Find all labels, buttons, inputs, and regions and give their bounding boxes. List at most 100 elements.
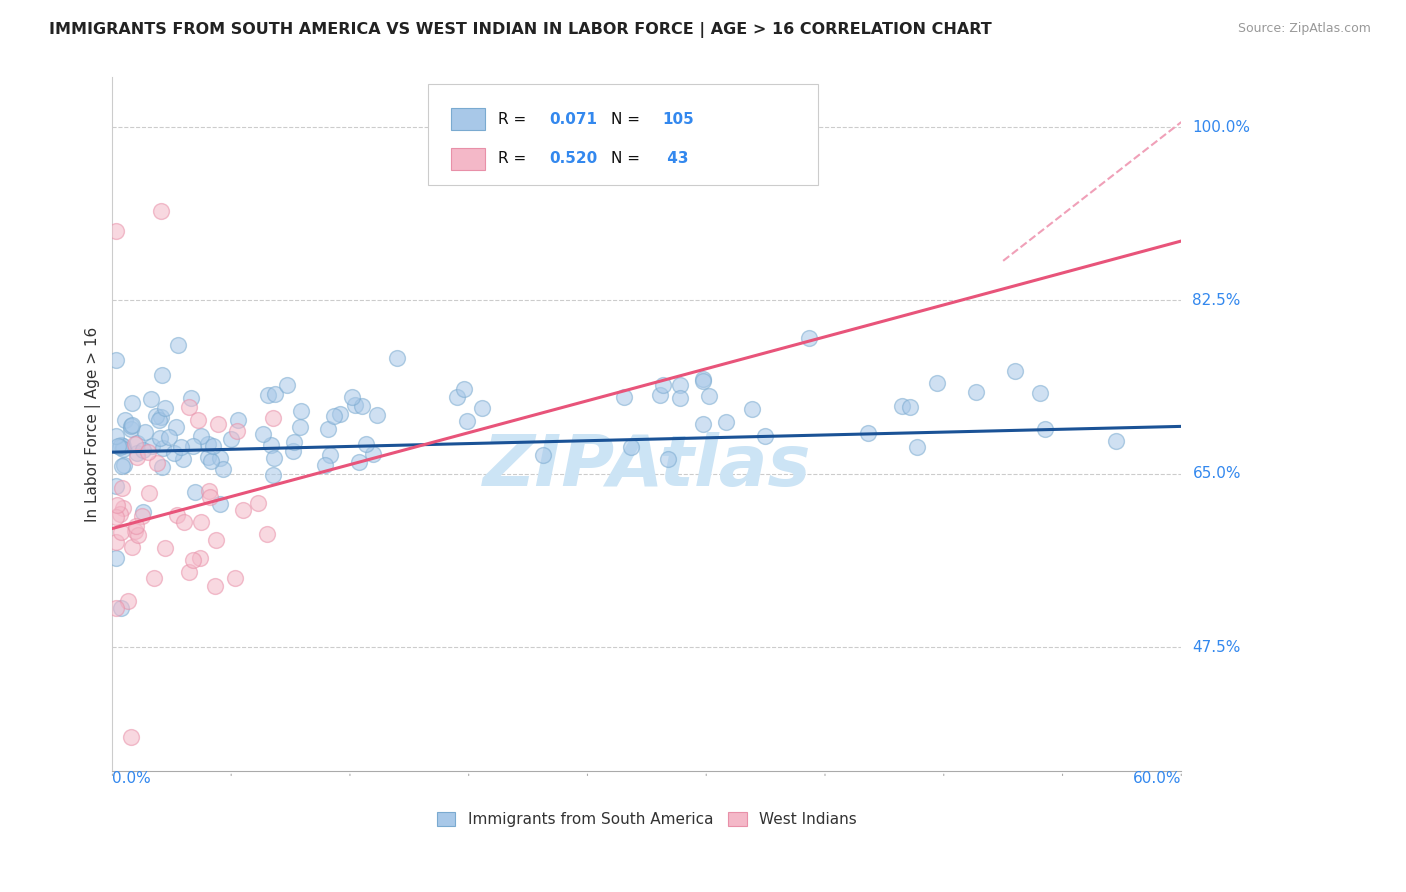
Point [105, 429, 128, 443]
Text: N =: N = [610, 152, 644, 167]
Point [139, 392, 162, 406]
Point [127, 446, 149, 460]
Point [342, 390, 364, 404]
Point [112, 442, 135, 456]
FancyBboxPatch shape [427, 85, 818, 185]
Point [246, 496, 269, 510]
Point [669, 391, 692, 405]
Point [965, 385, 987, 400]
Text: 100.0%: 100.0% [1192, 120, 1250, 135]
Point [197, 450, 219, 465]
Point [110, 525, 132, 540]
Point [125, 519, 148, 533]
Point [121, 540, 143, 554]
Point [257, 388, 280, 402]
Text: 0.071: 0.071 [550, 112, 598, 127]
Point [142, 571, 165, 585]
Point [260, 438, 283, 452]
Point [190, 515, 212, 529]
Point [110, 440, 132, 454]
Point [657, 451, 679, 466]
Point [104, 478, 127, 492]
Point [905, 441, 928, 455]
Point [152, 442, 174, 456]
Point [141, 439, 163, 453]
Point [361, 447, 384, 461]
Point [131, 509, 153, 524]
Text: 105: 105 [662, 112, 693, 127]
Point [110, 600, 132, 615]
Point [112, 458, 135, 472]
Point [153, 541, 176, 555]
Point [112, 439, 135, 453]
Point [366, 408, 388, 422]
Point [209, 450, 232, 465]
Point [263, 450, 285, 465]
Point [716, 415, 738, 429]
Point [232, 502, 254, 516]
Point [104, 601, 127, 615]
Legend: Immigrants from South America, West Indians: Immigrants from South America, West Indi… [430, 805, 863, 833]
Point [288, 420, 311, 434]
Text: 82.5%: 82.5% [1192, 293, 1240, 308]
Point [319, 448, 342, 462]
Point [856, 425, 879, 440]
Point [385, 351, 408, 366]
Point [166, 508, 188, 523]
Point [256, 526, 278, 541]
Point [471, 401, 494, 416]
Point [208, 497, 231, 511]
Point [136, 445, 159, 459]
Point [697, 389, 720, 403]
Point [163, 446, 186, 460]
Point [453, 383, 475, 397]
Point [692, 374, 714, 388]
Point [205, 533, 228, 548]
Point [1105, 434, 1128, 448]
Point [125, 436, 148, 450]
Text: 47.5%: 47.5% [1192, 640, 1240, 655]
Y-axis label: In Labor Force | Age > 16: In Labor Force | Age > 16 [86, 326, 101, 522]
Point [200, 490, 222, 504]
Point [290, 404, 312, 418]
Point [262, 467, 284, 482]
Point [344, 398, 367, 412]
Point [754, 429, 776, 443]
Text: 0.0%: 0.0% [112, 772, 152, 787]
Point [350, 399, 373, 413]
Point [172, 451, 194, 466]
Point [104, 353, 127, 368]
Point [107, 439, 129, 453]
Point [183, 439, 205, 453]
Point [121, 418, 143, 433]
Point [347, 455, 370, 469]
Point [145, 409, 167, 424]
Point [120, 422, 142, 436]
Point [741, 402, 763, 417]
Point [276, 378, 298, 392]
Text: Source: ZipAtlas.com: Source: ZipAtlas.com [1237, 22, 1371, 36]
Text: 0.520: 0.520 [550, 152, 598, 167]
Text: R =: R = [498, 152, 531, 167]
Point [179, 401, 201, 415]
Text: ZIPAtlas: ZIPAtlas [482, 432, 811, 500]
Point [620, 440, 643, 454]
Point [179, 565, 201, 579]
Point [150, 409, 173, 424]
Point [104, 535, 127, 549]
Point [190, 429, 212, 443]
Point [188, 551, 211, 566]
Point [120, 730, 142, 744]
Point [252, 426, 274, 441]
Point [212, 462, 235, 476]
Point [197, 484, 219, 499]
Point [692, 417, 714, 431]
Point [105, 498, 128, 512]
Point [117, 593, 139, 607]
Point [898, 400, 921, 414]
Point [165, 420, 187, 434]
Point [146, 456, 169, 470]
Point [167, 338, 190, 352]
Point [329, 407, 352, 421]
Point [226, 413, 249, 427]
